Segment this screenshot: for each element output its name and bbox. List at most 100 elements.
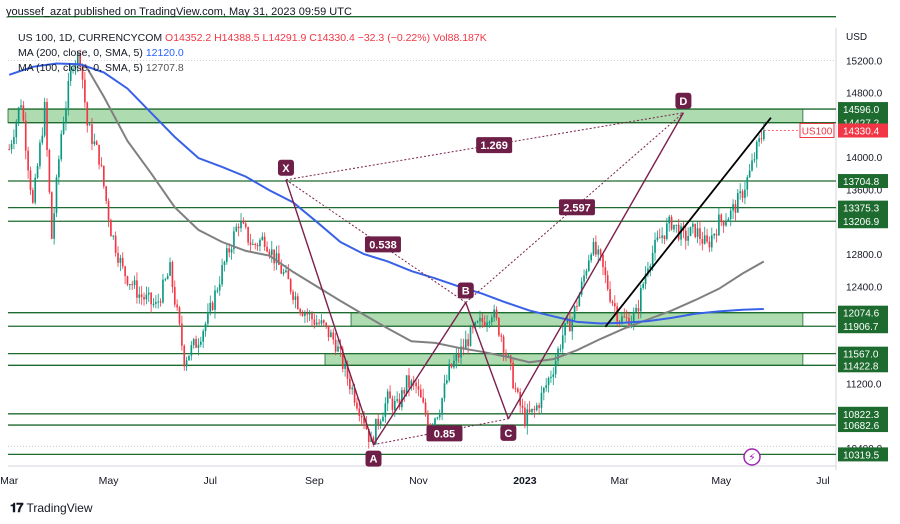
candle-body: [417, 386, 420, 390]
time-axis-label: Jul: [204, 475, 217, 487]
candle-body: [181, 323, 183, 346]
candle-body: [166, 275, 169, 280]
candle-body: [393, 400, 396, 411]
candle-body: [244, 223, 247, 228]
candle-body: [53, 213, 55, 239]
candle-body: [185, 360, 188, 367]
publisher-line: youssef_azat published on TradingView.co…: [6, 6, 352, 18]
candle-body: [725, 221, 727, 226]
candle-body: [604, 267, 607, 276]
candle-body: [696, 228, 699, 237]
candle-body: [169, 262, 171, 276]
candle-body: [559, 348, 562, 350]
candle-body: [734, 204, 737, 213]
candle-body: [741, 191, 744, 198]
candle-body: [739, 191, 742, 194]
candle-body: [91, 124, 93, 144]
candle-body: [722, 220, 725, 226]
level-tag-bg: [838, 447, 888, 462]
candle-body: [17, 107, 20, 122]
candle-body: [552, 374, 555, 377]
tradingview-brand: TradingView: [26, 501, 93, 515]
candle-body: [576, 306, 578, 308]
candle-body: [472, 327, 474, 329]
candle-body: [34, 177, 37, 203]
ma100-value: 12707.8: [145, 62, 184, 74]
level-tag-label: 13206.9: [843, 217, 880, 228]
candle-body: [105, 186, 108, 202]
candle-body: [235, 226, 238, 232]
candle-body: [221, 265, 223, 285]
level-tag-bg: [838, 305, 888, 320]
candle-body: [76, 52, 79, 64]
candle-body: [550, 376, 552, 379]
ma200-legend[interactable]: MA (200, close, 0, SMA, 5) 12120.0: [18, 47, 184, 59]
candle-body: [100, 164, 103, 166]
candle-body: [301, 312, 304, 316]
candle-body: [188, 355, 190, 361]
candle-body: [367, 429, 370, 443]
candle-body: [320, 320, 323, 324]
ma100-legend[interactable]: MA (100, close, 0, SMA, 5) 12707.8: [18, 62, 184, 74]
time-axis-label: May: [711, 475, 732, 487]
point-label-bg-c: [500, 424, 517, 441]
level-tag-label: 11906.7: [843, 322, 879, 333]
candle-body: [192, 339, 195, 346]
candle-body: [661, 235, 663, 238]
candle-body: [237, 226, 240, 229]
candle-body: [29, 170, 32, 191]
candle-body: [694, 223, 697, 237]
candle-body: [58, 159, 60, 178]
candle-body: [441, 398, 443, 415]
candle-body: [178, 307, 181, 324]
time-axis-label: Mar: [0, 475, 19, 487]
candle-body: [391, 398, 394, 411]
candle-body: [145, 294, 148, 300]
candle-body: [202, 331, 204, 342]
ma100-line: [84, 63, 765, 364]
candle-body: [500, 335, 503, 337]
candle-body: [706, 235, 708, 242]
candle-body: [632, 311, 635, 322]
candle-body: [240, 221, 242, 229]
candle-body: [375, 418, 377, 445]
candle-body: [649, 265, 652, 269]
candle-body: [356, 402, 358, 409]
candle-body: [79, 52, 81, 65]
candle-body: [699, 228, 701, 239]
candle-body: [557, 348, 559, 361]
candle-body: [138, 294, 141, 298]
tradingview-footer[interactable]: 𝟏𝟕 TradingView: [10, 500, 93, 516]
candle-body: [289, 279, 292, 292]
level-tag-label: 10682.6: [843, 421, 880, 432]
candle-body: [216, 290, 219, 292]
candle-body: [325, 322, 328, 326]
candle-body: [110, 220, 112, 237]
candle-body: [606, 275, 609, 290]
level-tag-bg: [838, 358, 888, 373]
candle-body: [666, 223, 668, 240]
point-label-bg-b: [457, 282, 474, 299]
candle-body: [547, 378, 550, 386]
candle-body: [495, 309, 498, 319]
candle-body: [642, 283, 645, 288]
candle-body: [242, 221, 245, 224]
candle-body: [74, 63, 77, 69]
candle-body: [677, 224, 680, 240]
candle-body: [155, 302, 157, 304]
candle-body: [211, 302, 214, 310]
candle-body: [337, 346, 339, 352]
tradingview-logo-icon: 𝟏𝟕: [10, 500, 24, 515]
candle-body: [46, 101, 48, 150]
candle-body: [595, 241, 597, 255]
candle-body: [292, 291, 294, 300]
candle-body: [561, 335, 564, 349]
volume-value: Vol88.187K: [433, 32, 487, 44]
candle-body: [621, 316, 623, 324]
candle-body: [95, 141, 98, 145]
ratio-label: 0.85: [434, 428, 455, 440]
candle-body: [573, 306, 576, 320]
candle-body: [164, 279, 167, 281]
candle-body: [287, 270, 290, 280]
